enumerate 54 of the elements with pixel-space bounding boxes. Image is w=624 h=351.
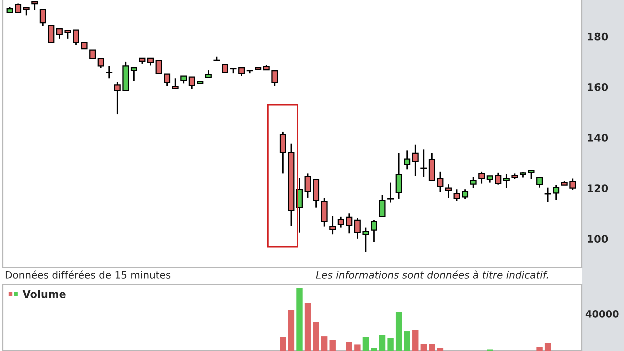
candlestick <box>445 184 452 200</box>
bar <box>362 337 370 351</box>
candlestick <box>106 66 113 80</box>
bar <box>429 344 436 351</box>
bar <box>536 347 543 351</box>
candlestick <box>90 50 96 60</box>
candlestick <box>404 150 411 170</box>
legend-label: Volume <box>22 290 66 298</box>
candlestick <box>40 8 46 27</box>
bar <box>354 344 361 351</box>
candlestick <box>330 215 336 236</box>
bar <box>371 348 378 351</box>
bar <box>321 336 328 351</box>
candlestick <box>388 182 394 204</box>
candlestick <box>272 70 278 87</box>
candlestick <box>172 78 179 90</box>
bar <box>288 310 295 351</box>
candlestick <box>553 184 560 201</box>
candlestick <box>130 67 138 82</box>
candlestick <box>478 171 486 185</box>
candlestick <box>321 198 328 228</box>
bar <box>388 338 394 351</box>
text: Les informations sont données à titre indicatif. <box>316 270 548 279</box>
y-tick-label: 140 <box>588 134 608 142</box>
y-tick-label: 180 <box>588 32 608 41</box>
bar <box>544 343 552 351</box>
candlestick <box>73 30 80 46</box>
bar <box>420 344 428 351</box>
candlestick <box>396 152 402 200</box>
candlestick <box>379 194 386 218</box>
candlestick <box>412 144 419 177</box>
bar <box>396 312 402 351</box>
candlestick <box>156 60 162 74</box>
bar <box>346 342 353 351</box>
y-tick-label: 160 <box>588 83 608 92</box>
y-tick-label: 120 <box>588 184 608 192</box>
candlestick <box>48 25 55 44</box>
bar <box>437 348 444 351</box>
bar <box>280 337 286 351</box>
bar <box>404 332 410 351</box>
bar <box>412 330 419 351</box>
bar <box>379 335 386 351</box>
text: 40000 <box>586 310 619 318</box>
bar <box>296 288 303 351</box>
candlestick <box>370 220 378 243</box>
bar <box>330 340 336 351</box>
bar <box>313 322 320 351</box>
candlestick <box>470 176 477 190</box>
bar <box>304 303 312 351</box>
y-tick-label: 100 <box>588 235 608 244</box>
text: Données différées de 15 minutes <box>6 270 171 279</box>
candlestick <box>536 177 544 189</box>
candlestick <box>164 74 171 87</box>
candlestick <box>98 58 104 69</box>
